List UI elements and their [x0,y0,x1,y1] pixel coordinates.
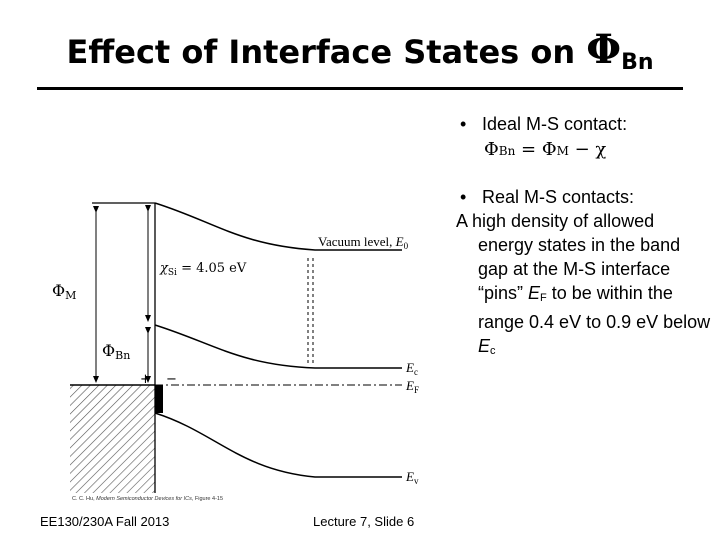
ef-label: EF [405,378,419,395]
footer-slide-number: Lecture 7, Slide 6 [313,514,415,529]
phi-bn-label: ΦBn [102,341,130,362]
plus-sign: + [140,372,151,387]
bullet-marker: • [460,187,467,207]
ef-symbol: E [528,283,541,303]
bullet-ideal: • Ideal M-S contact: [456,112,712,136]
ec-sub: c [490,345,496,357]
ev-label: Ev [405,469,419,486]
chi-si-label: χSi = 4.05 eV [159,261,247,278]
vacuum-level-label: Vacuum level, E0 [318,234,409,251]
title-text: Effect of Interface States on [66,33,587,71]
eq-sub-m: M [556,144,569,158]
bullet-real-label: Real M-S contacts: [482,187,635,207]
bullet-ideal-label: Ideal M-S contact: [482,114,628,134]
interface-charge [155,385,163,413]
metal-region [70,385,155,493]
eq-end: − χ [568,139,607,160]
title-sub: Bn [621,50,654,75]
conduction-band [154,324,402,369]
valence-band [154,412,402,478]
phi-m-label: ΦM [52,281,76,302]
ef-sub: F [540,292,547,304]
citation-book: Modern Semiconductor Devices for ICs [96,496,192,502]
title-phi: Φ [586,26,622,73]
ec-label: Ec [405,360,418,377]
real-text-b: to be within the range 0.4 eV to 0.9 eV … [478,283,711,332]
real-text-a: A high density of allowed energy states … [456,211,681,303]
citation-author: C. C. Hu, [72,496,97,502]
slide-title: Effect of Interface States on ΦBn [0,26,720,75]
title-underline [37,87,683,90]
eq-sub-bn: Bn [498,144,516,158]
bullet-list: • Ideal M-S contact: ΦBn = ΦM − χ • Real… [456,112,712,363]
bullet-real: • Real M-S contacts: [456,185,712,209]
eq-phi: Φ [484,139,499,160]
ec-symbol: E [478,336,491,356]
citation-figure: , Figure 4-15 [191,496,224,502]
si-vacuum-level [154,202,402,251]
figure-citation: C. C. Hu, Modern Semiconductor Devices f… [72,496,223,502]
ideal-equation: ΦBn = ΦM − χ [484,138,712,163]
eq-mid: = Φ [515,139,557,160]
footer-course: EE130/230A Fall 2013 [40,514,170,529]
minus-sign: − [166,372,177,387]
bullet-marker: • [460,114,467,134]
real-contacts-text: A high density of allowed energy states … [456,209,712,363]
